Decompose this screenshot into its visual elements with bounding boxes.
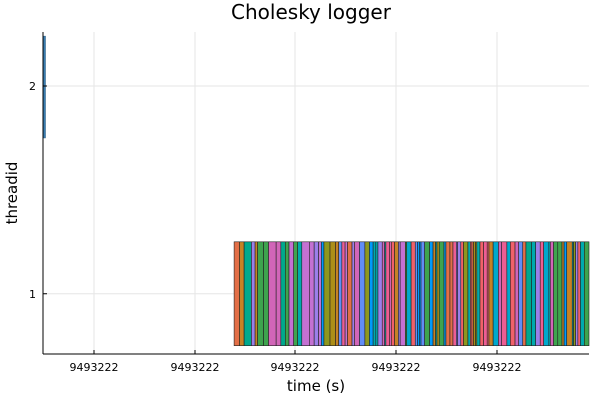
thread-1-task-bar <box>460 241 464 346</box>
thread-1-task-bar <box>563 241 568 346</box>
thread-1-task-bar <box>347 241 353 346</box>
thread-1-task-bar <box>457 241 462 346</box>
thread-1-task-bar <box>257 241 264 346</box>
thread-1-task-bar <box>414 241 418 346</box>
thread-1-task-bar <box>432 241 436 346</box>
thread-1-task-bar <box>566 241 573 346</box>
thread-1-task-bar <box>268 241 277 346</box>
thread-1-task-bar <box>321 241 325 346</box>
thread-1-task-bar <box>557 241 563 346</box>
thread-1-task-bar <box>344 241 348 346</box>
thread-1-task-bar <box>329 241 336 346</box>
y-tick-label: 2 <box>29 80 36 93</box>
thread-1-task-bar <box>429 241 434 346</box>
x-tick-label: 9493222 <box>171 361 220 374</box>
thread-1-task-bar <box>359 241 366 346</box>
thread-1-task-bar <box>406 241 412 346</box>
thread-1-task-bar <box>438 241 445 346</box>
thread-1-task-bar <box>313 241 319 346</box>
thread-1-task-bar <box>251 241 256 346</box>
y-axis-label: threadid <box>3 162 21 225</box>
thread-1-task-bar <box>420 241 425 346</box>
thread-1-task-bar <box>580 241 585 346</box>
thread-1-task-bar <box>335 241 339 346</box>
thread-1-task-bar <box>293 241 298 346</box>
thread-1-task-bar <box>522 241 527 346</box>
thread-1-task-bar <box>467 241 471 346</box>
thread-1-task-bar <box>381 241 385 346</box>
thread-1-task-bar <box>394 241 399 346</box>
thread-1-task-bar <box>288 241 294 346</box>
thread-1-task-bar <box>280 241 286 346</box>
x-tick-label: 9493222 <box>372 361 421 374</box>
chart-title: Cholesky logger <box>231 0 392 24</box>
thread-1-task-bar <box>436 241 440 346</box>
thread-1-task-bar <box>399 241 406 346</box>
thread-1-task-bar <box>573 241 576 346</box>
thread-1-task-bar <box>525 241 532 346</box>
x-tick-label: 9493222 <box>70 361 119 374</box>
thread-1-task-bar <box>275 241 282 346</box>
thread-1-task-bar <box>584 241 590 346</box>
thread-1-task-bar <box>385 241 391 346</box>
thread-1-task-bar <box>369 241 374 346</box>
x-tick-label: 9493222 <box>473 361 522 374</box>
thread-1-task-bar <box>341 241 346 346</box>
thread-1-task-bar <box>377 241 383 346</box>
bars <box>42 35 590 346</box>
thread-1-task-bar <box>575 241 579 346</box>
thread-1-task-bar <box>549 241 554 346</box>
thread-1-task-bar <box>239 241 245 346</box>
thread-1-task-bar <box>531 241 536 346</box>
thread-1-task-bar <box>301 241 310 346</box>
thread-1-task-bar <box>553 241 559 346</box>
thread-1-task-bar <box>309 241 315 346</box>
thread-1-task-bar <box>318 241 322 346</box>
thread-1-task-bar <box>514 241 519 346</box>
thread-1-task-bar <box>518 241 524 346</box>
thread-1-task-bar <box>297 241 303 346</box>
thread-1-task-bar <box>535 241 541 346</box>
y-ticks: 12 <box>29 80 47 301</box>
thread-1-task-bar <box>561 241 565 346</box>
thread-1-task-bar <box>375 241 379 346</box>
thread-1-task-bar <box>483 241 488 346</box>
y-tick-label: 1 <box>29 288 36 301</box>
thread-1-task-bar <box>498 241 502 346</box>
x-ticks: 9493222 9493222 9493222 9493222 9493222 <box>70 350 522 374</box>
thread-1-task-bar <box>506 241 511 346</box>
x-axis-label: time (s) <box>287 377 345 395</box>
thread-1-task-bar <box>543 241 550 346</box>
thread-1-task-bar <box>501 241 508 346</box>
thread-1-task-bar <box>285 241 290 346</box>
thread-1-task-bar <box>233 241 240 346</box>
thread-1-task-bar <box>263 241 269 346</box>
thread-1-task-bar <box>364 241 370 346</box>
thread-1-task-bar <box>463 241 469 346</box>
x-tick-label: 9493222 <box>271 361 320 374</box>
thread-1-task-bar <box>323 241 331 346</box>
thread-1-task-bar <box>492 241 499 346</box>
thread-1-task-bar <box>243 241 252 346</box>
thread-1-task-bar <box>410 241 416 346</box>
thread-1-task-bar <box>391 241 395 346</box>
thread-1-task-bar <box>479 241 484 346</box>
thread-1-task-bar <box>452 241 457 346</box>
thread-1-task-bar <box>577 241 581 346</box>
thread-1-task-bar <box>254 241 258 346</box>
thread-1-task-bar <box>449 241 454 346</box>
thread-1-task-bar <box>424 241 430 346</box>
thread-1-task-bar <box>510 241 516 346</box>
thread-1-task-bar <box>338 241 343 346</box>
thread-1-task-bar <box>372 241 377 346</box>
thread-1-task-bar <box>354 241 360 346</box>
thread-1-task-bar <box>445 241 451 346</box>
thread-1-task-bar <box>351 241 355 346</box>
thread-1-task-bar <box>539 241 544 346</box>
thread-1-task-bar <box>488 241 494 346</box>
thread-1-task-bar <box>476 241 481 346</box>
